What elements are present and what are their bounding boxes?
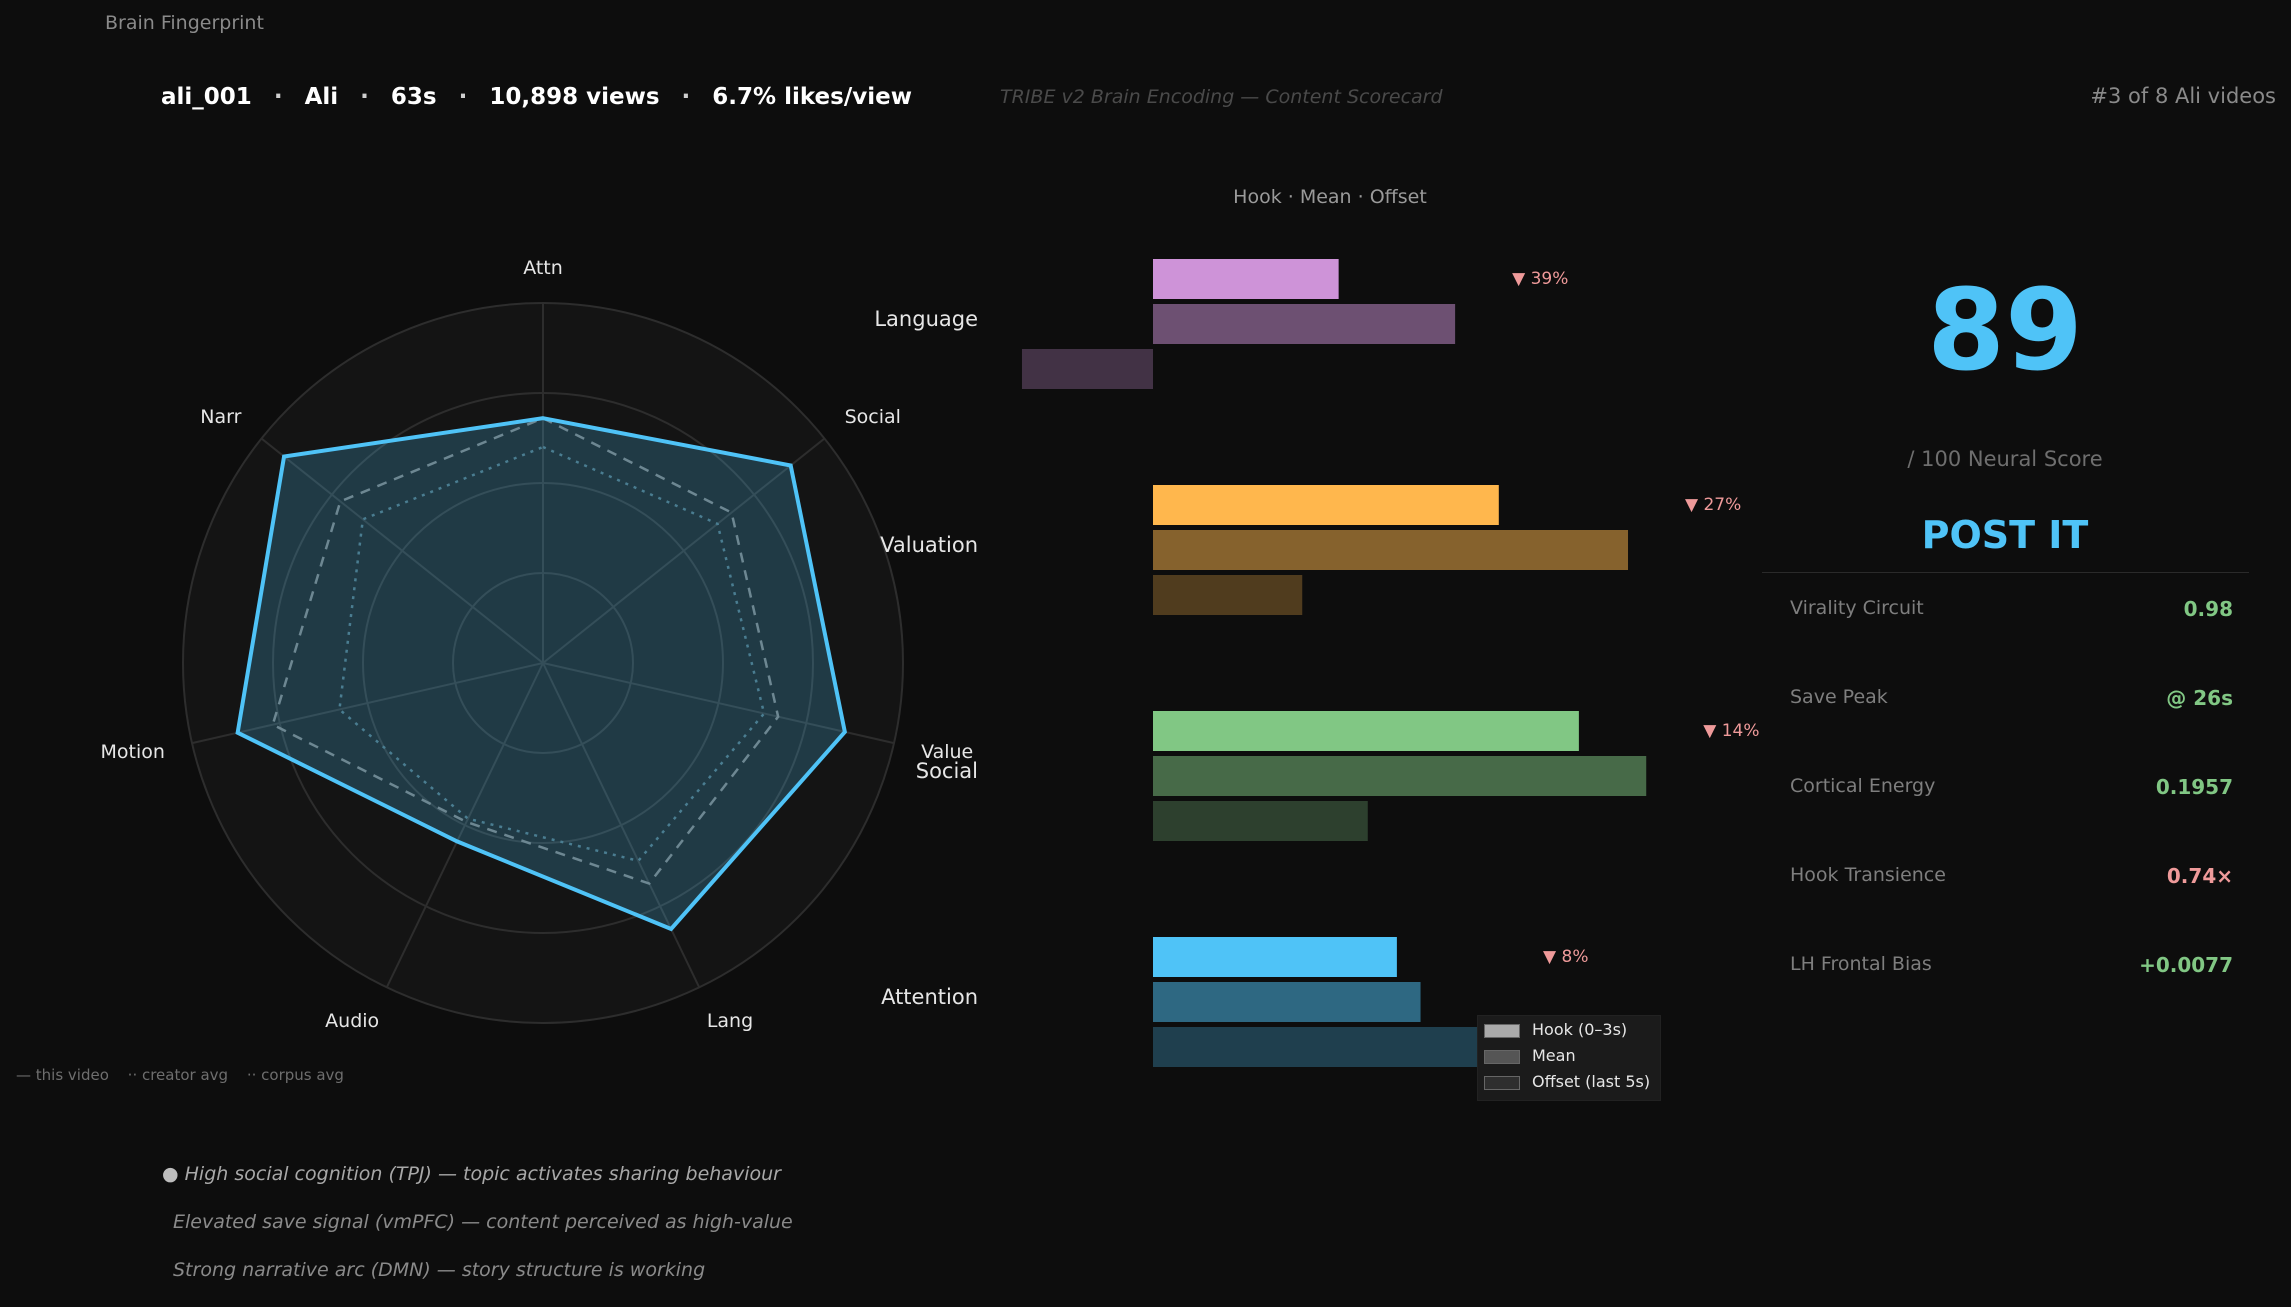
radar-spoke — [260, 437, 544, 664]
bar-offset — [1153, 801, 1368, 841]
metric-label-save-peak: Save Peak — [1790, 686, 1888, 708]
bar-category-label: Social — [916, 759, 978, 783]
neural-score-label: / 100 Neural Score — [1907, 447, 2103, 471]
bar-mean — [1153, 756, 1647, 796]
bar-mean — [1153, 982, 1421, 1022]
metric-value-cortical-energy: 0.1957 — [2155, 775, 2233, 799]
bar-hook — [1153, 937, 1397, 977]
bar-hook — [1153, 711, 1579, 751]
radar-series-this-video — [235, 416, 847, 932]
radar-legend: — this video ·· creator avg ·· corpus av… — [16, 1066, 358, 1084]
video-id: ali_001 — [161, 84, 252, 110]
radar-series-corpus-avg — [338, 445, 766, 863]
bar-category-label: Language — [874, 307, 978, 331]
radar-legend-this-video: — this video — [16, 1066, 109, 1084]
radar-spoke — [542, 662, 895, 745]
radar-legend-creator-avg: ·· creator avg — [127, 1066, 229, 1084]
radar-axis-label: Social — [845, 406, 901, 428]
metric-label-hook-transience: Hook Transience — [1790, 864, 1946, 886]
legend-item-hook: Hook (0–3s) — [1484, 1020, 1627, 1040]
hook-change-label: ▼ 27% — [1685, 495, 1741, 515]
creator-name: Ali — [304, 84, 339, 110]
bar-offset — [1153, 575, 1303, 615]
metric-value-hook-transience: 0.74× — [2166, 864, 2233, 888]
bar-hook — [1153, 259, 1339, 299]
radar-legend-corpus-avg: ·· corpus avg — [246, 1066, 344, 1084]
radar-spoke — [542, 437, 826, 664]
legend-swatch-offset — [1484, 1075, 1520, 1090]
metric-value-virality-circuit: 0.98 — [2183, 597, 2233, 621]
insight-item: Strong narrative arc (DMN) — story struc… — [162, 1259, 793, 1307]
bar-offset — [1021, 349, 1153, 389]
bar-chart-title: Hook · Mean · Offset — [1233, 186, 1427, 208]
legend-label-hook: Hook (0–3s) — [1532, 1020, 1628, 1039]
bar-chart: Hook · Mean · Offset Language ▼ 39% Valuati… — [874, 186, 1759, 1067]
insight-item: ● High social cognition (TPJ) — topic ac… — [162, 1163, 793, 1211]
bar-chart-legend: Hook (0–3s) Mean Offset (last 5s) — [1477, 1015, 1661, 1101]
insight-item: Elevated save signal (vmPFC) — content p… — [162, 1211, 793, 1259]
bar-category-label: Valuation — [880, 533, 978, 557]
video-info-bar: ali_001 · Ali · 63s · 10,898 views · 6.7% likes/… — [161, 84, 912, 110]
neural-score-value: 89 — [1927, 266, 2083, 396]
radar-axis-label: Motion — [101, 741, 165, 763]
hook-change-label: ▼ 39% — [1512, 269, 1568, 289]
radar-chart: Attn Social Value Lang Audio Motion Narr — [101, 257, 974, 1032]
insight-text: Elevated save signal (vmPFC) — content p… — [173, 1211, 793, 1233]
metric-label-virality-circuit: Virality Circuit — [1790, 597, 1924, 619]
bar-mean — [1153, 530, 1629, 570]
legend-swatch-mean — [1484, 1049, 1520, 1064]
app-title: Brain Fingerprint — [105, 12, 264, 34]
legend-swatch-hook — [1484, 1023, 1520, 1038]
hook-change-label: ▼ 8% — [1543, 947, 1588, 967]
view-count: 10,898 views — [489, 84, 660, 110]
metric-label-cortical-energy: Cortical Energy — [1790, 775, 1936, 797]
scorecard-subtitle: TRIBE v2 Brain Encoding — Content Scorec… — [1000, 86, 1443, 108]
legend-item-mean: Mean — [1484, 1046, 1576, 1066]
bullet-icon: ● — [162, 1163, 179, 1185]
radar-axis-label: Value — [921, 741, 973, 763]
radar-series-creator-avg — [271, 416, 780, 886]
radar-spoke — [385, 662, 544, 988]
bar-hook — [1153, 485, 1499, 525]
legend-label-offset: Offset (last 5s) — [1532, 1072, 1651, 1091]
radar-spoke — [191, 662, 544, 745]
verdict-label: POST IT — [1921, 513, 2089, 557]
hook-change-label: ▼ 14% — [1703, 721, 1759, 741]
video-duration: 63s — [390, 84, 437, 110]
insight-text: High social cognition (TPJ) — topic acti… — [184, 1163, 781, 1185]
metric-label-lh-frontal-bias: LH Frontal Bias — [1790, 953, 1932, 975]
radar-spoke — [542, 662, 701, 988]
metric-value-lh-frontal-bias: +0.0077 — [2139, 953, 2233, 977]
radar-axis-label: Audio — [325, 1010, 379, 1032]
radar-axis-label: Lang — [707, 1010, 753, 1032]
insight-text: Strong narrative arc (DMN) — story struc… — [173, 1259, 706, 1281]
metric-value-save-peak: @ 26s — [2166, 686, 2233, 710]
creator-rank: #3 of 8 Ali videos — [2090, 84, 2276, 108]
bar-offset — [1153, 1027, 1487, 1067]
legend-label-mean: Mean — [1532, 1046, 1576, 1065]
insights-list: ● High social cognition (TPJ) — topic ac… — [162, 1163, 793, 1307]
likes-rate: 6.7% likes/view — [712, 84, 912, 110]
radar-axis-label: Narr — [200, 406, 241, 428]
bar-category-label: Attention — [881, 985, 978, 1009]
divider — [1762, 572, 2249, 573]
radar-axis-label: Attn — [523, 257, 563, 279]
legend-item-offset: Offset (last 5s) — [1484, 1072, 1650, 1092]
bar-mean — [1153, 304, 1456, 344]
